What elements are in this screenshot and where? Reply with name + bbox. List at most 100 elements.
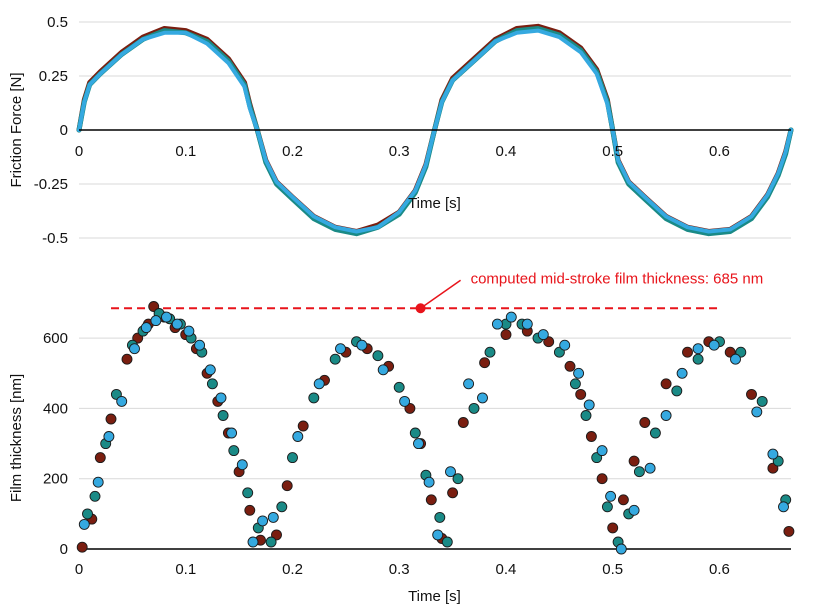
data-point <box>226 427 238 439</box>
data-point <box>445 466 456 478</box>
scatter-points <box>76 301 795 555</box>
data-point <box>313 378 325 390</box>
data-point <box>601 501 613 513</box>
data-point <box>247 536 259 548</box>
x-tick-label: 0 <box>75 561 83 578</box>
data-point <box>257 515 269 527</box>
data-point <box>217 410 229 421</box>
y-tick-label: 200 <box>43 471 68 488</box>
data-point <box>671 385 683 397</box>
data-point <box>399 395 411 407</box>
y-tick-label: -0.5 <box>42 230 68 247</box>
y-tick-label: 600 <box>43 330 68 347</box>
data-point <box>783 525 795 537</box>
data-point <box>432 529 444 541</box>
data-point <box>76 541 88 553</box>
data-point <box>377 364 389 376</box>
data-point <box>356 339 368 351</box>
data-point <box>121 353 133 365</box>
y-tick-label: 400 <box>43 400 68 417</box>
data-point <box>633 466 645 478</box>
data-point <box>393 381 405 393</box>
data-point <box>778 501 789 513</box>
data-point <box>423 476 435 488</box>
data-point <box>463 378 475 390</box>
data-point <box>596 473 608 485</box>
x-tick-label: 0.1 <box>175 561 196 578</box>
data-point <box>276 501 288 513</box>
data-point <box>491 318 503 330</box>
data-point <box>660 378 672 390</box>
data-point <box>452 473 464 485</box>
x-tick-label: 0.6 <box>709 143 730 160</box>
data-point <box>140 322 152 334</box>
data-point <box>441 536 453 548</box>
data-point <box>129 343 140 355</box>
data-point <box>265 536 277 548</box>
data-point <box>767 448 779 460</box>
annotation-leader-line <box>420 279 462 309</box>
data-point <box>267 511 279 523</box>
data-point <box>150 315 162 327</box>
data-point <box>479 357 491 369</box>
data-point <box>103 431 115 442</box>
friction-force-chart: 0 0.1 0.2 0.3 0.4 0.5 0.6 0.5 0.25 0 -0.25 -0.5 Ti… <box>8 14 794 247</box>
y-tick-label: 0.25 <box>39 68 68 85</box>
data-point <box>335 343 346 355</box>
data-point <box>596 445 608 457</box>
x-tick-label: 0.2 <box>282 143 303 160</box>
annotation-label: computed mid-stroke film thickness: 685 … <box>471 270 764 287</box>
x-axis-title: Time [s] <box>408 588 461 605</box>
data-point <box>575 388 587 400</box>
data-point <box>82 508 93 520</box>
data-point <box>585 431 597 442</box>
data-point <box>682 346 693 358</box>
data-point <box>521 318 533 330</box>
y-tick-label: -0.25 <box>34 176 68 193</box>
x-tick-label: 0.3 <box>389 143 410 160</box>
data-point <box>447 487 459 499</box>
data-point <box>372 350 384 362</box>
data-point <box>573 367 585 379</box>
data-point <box>692 353 704 365</box>
gridlines <box>79 337 791 480</box>
film-thickness-chart: computed mid-stroke film thickness: 685 … <box>8 270 795 605</box>
data-point <box>500 329 512 341</box>
data-point <box>206 378 218 390</box>
x-tick-labels: 0 0.1 0.2 0.3 0.4 0.5 0.6 <box>75 143 730 160</box>
data-point <box>329 353 341 365</box>
x-tick-label: 0.4 <box>496 143 517 160</box>
reference-marker <box>415 303 426 314</box>
y-tick-label: 0 <box>60 122 68 139</box>
data-point <box>477 392 488 404</box>
data-point <box>676 367 688 379</box>
data-point <box>628 455 640 467</box>
x-tick-label: 0.3 <box>389 561 410 578</box>
y-tick-label: 0 <box>60 541 68 558</box>
y-axis-title: Film thickness [nm] <box>8 374 25 502</box>
x-tick-label: 0.6 <box>709 561 730 578</box>
data-point <box>297 420 309 432</box>
x-tick-label: 0.4 <box>496 561 517 578</box>
data-point <box>607 522 619 534</box>
data-point <box>171 318 183 330</box>
data-point <box>708 339 720 351</box>
data-point <box>639 417 651 428</box>
data-point <box>605 490 617 502</box>
data-point <box>292 431 304 442</box>
x-axis-title: Time [s] <box>408 195 461 212</box>
data-point <box>583 399 595 411</box>
data-point <box>746 388 757 400</box>
data-point <box>615 543 627 555</box>
x-tick-label: 0 <box>75 143 83 160</box>
data-point <box>183 325 195 337</box>
data-point <box>617 494 629 506</box>
data-point <box>756 395 768 407</box>
y-tick-labels: 600 400 200 0 <box>43 330 68 558</box>
data-point <box>89 490 101 502</box>
data-point <box>92 476 104 488</box>
data-point <box>730 353 741 365</box>
x-tick-label: 0.1 <box>175 143 196 160</box>
data-point <box>105 413 117 425</box>
